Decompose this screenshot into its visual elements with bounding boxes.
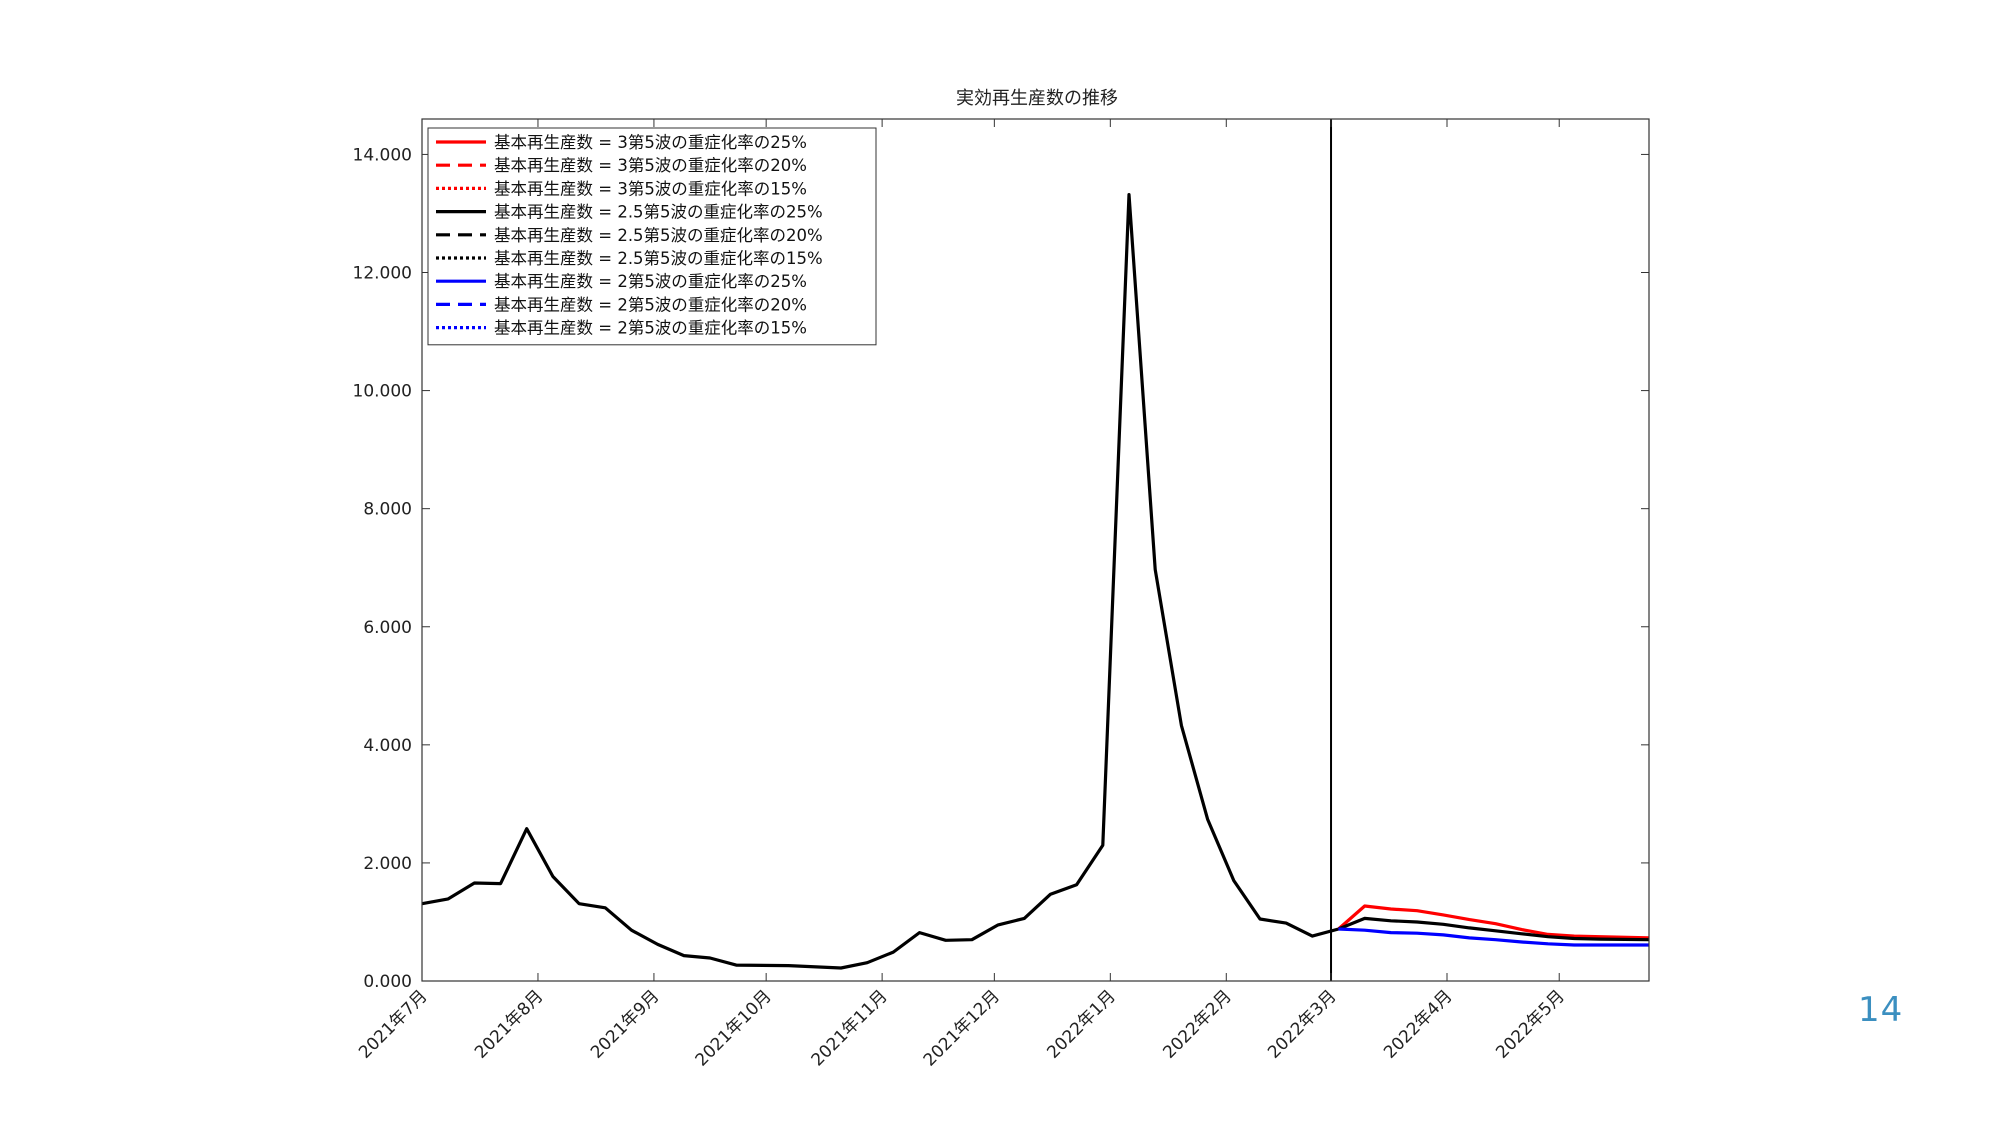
legend-label: 基本再生産数 = 2.5第5波の重症化率の20%: [494, 226, 823, 245]
x-tick-label: 2022年3月: [1264, 986, 1340, 1062]
chart-title: 実効再生産数の推移: [956, 88, 1118, 109]
y-tick-label: 2.000: [363, 854, 412, 874]
y-tick-label: 10.000: [353, 382, 412, 402]
y-tick-label: 0.000: [363, 972, 412, 992]
legend-label: 基本再生産数 = 3第5波の重症化率の15%: [494, 179, 807, 198]
y-tick-label: 4.000: [363, 736, 412, 756]
y-tick-label: 6.000: [363, 618, 412, 638]
legend-label: 基本再生産数 = 2.5第5波の重症化率の25%: [494, 203, 823, 222]
x-tick-label: 2021年8月: [471, 986, 547, 1062]
legend-label: 基本再生産数 = 3第5波の重症化率の25%: [494, 133, 807, 152]
y-tick-label: 14.000: [353, 145, 412, 165]
x-tick-label: 2021年12月: [920, 986, 1004, 1070]
y-tick-label: 8.000: [363, 500, 412, 520]
x-tick-label: 2022年1月: [1043, 986, 1119, 1062]
series-layer: [421, 193, 1650, 970]
series-line: [1337, 904, 1650, 940]
series-line: [1337, 916, 1650, 942]
x-tick-label: 2021年7月: [355, 986, 431, 1062]
legend-label: 基本再生産数 = 2第5波の重症化率の15%: [494, 319, 807, 338]
page-number: 14: [1858, 990, 1904, 1030]
legend: 基本再生産数 = 3第5波の重症化率の25% 基本再生産数 = 3第5波の重症化率…: [427, 127, 877, 346]
x-tick-label: 2021年11月: [808, 986, 892, 1070]
series-line: [421, 193, 1339, 970]
series-line: [1338, 927, 1649, 947]
x-tick-label: 2022年4月: [1380, 986, 1456, 1062]
legend-box: [427, 127, 877, 346]
y-tick-label: 12.000: [353, 264, 412, 284]
plot-frame: [421, 118, 1650, 982]
x-tick-label: 2021年9月: [587, 986, 663, 1062]
legend-label: 基本再生産数 = 2第5波の重症化率の20%: [494, 295, 807, 314]
legend-label: 基本再生産数 = 2.5第5波の重症化率の15%: [494, 249, 823, 268]
legend-label: 基本再生産数 = 3第5波の重症化率の20%: [494, 156, 807, 175]
x-tick-label: 2021年10月: [692, 986, 776, 1070]
x-tick-label: 2022年2月: [1159, 986, 1235, 1062]
legend-label: 基本再生産数 = 2第5波の重症化率の25%: [494, 272, 807, 291]
x-tick-label: 2022年5月: [1492, 986, 1568, 1062]
